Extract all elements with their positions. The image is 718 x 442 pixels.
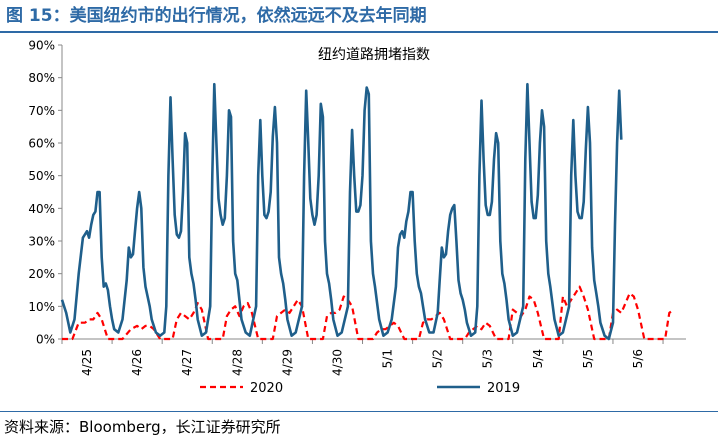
x-tick-label: 5/4 [531, 349, 545, 368]
chart: 纽约道路拥堵指数 0% 10% 20% 30% 40% 50% 60% 70% 80% 90% 4/2… [28, 39, 686, 396]
legend-label-2020: 2020 [250, 381, 283, 396]
x-tick-label: 5/3 [481, 349, 495, 368]
x-tick-label: 4/29 [280, 349, 294, 376]
x-tick-label: 4/27 [180, 349, 194, 376]
x-tick-label: 4/26 [130, 349, 144, 376]
x-tick-label: 5/2 [431, 349, 445, 368]
x-tick-label: 4/30 [330, 349, 344, 376]
x-tick-label: 4/25 [80, 349, 94, 376]
y-tick-label: 20% [28, 267, 55, 281]
figure-title: 图 15：美国纽约市的出行情况，依然远远不及去年同期 [6, 6, 427, 26]
x-tick-label: 5/6 [631, 349, 645, 368]
chart-title: 纽约道路拥堵指数 [318, 47, 430, 63]
source-note: 资料来源：Bloomberg，长江证券研究所 [4, 418, 281, 436]
x-tick-label: 4/28 [230, 349, 244, 376]
y-tick-label: 10% [28, 300, 55, 314]
y-tick-label: 0% [36, 333, 55, 347]
y-tick-label: 90% [28, 39, 55, 53]
series-2019-line [60, 82, 623, 341]
bottom-rule [0, 411, 718, 412]
legend-label-2019: 2019 [487, 381, 520, 396]
y-tick-label: 80% [28, 71, 55, 85]
x-tick-label: 5/5 [581, 349, 595, 368]
series-2020-line [62, 285, 675, 341]
x-tick-label: 5/1 [381, 349, 395, 368]
title-rule [0, 31, 718, 33]
y-tick-label: 70% [28, 104, 55, 118]
y-tick-label: 30% [28, 235, 55, 249]
y-tick-label: 50% [28, 169, 55, 183]
y-tick-label: 40% [28, 202, 55, 216]
y-tick-label: 60% [28, 137, 55, 151]
